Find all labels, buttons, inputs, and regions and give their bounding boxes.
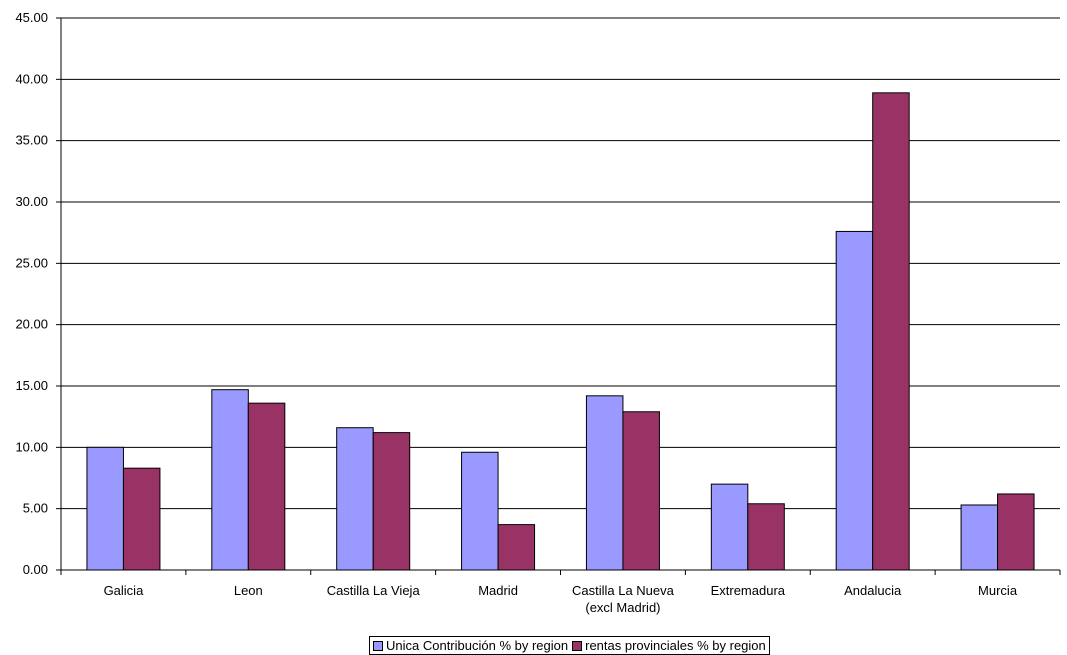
bar-unica-contribucion [835, 230, 874, 571]
bar-rentas-provinciales [122, 467, 161, 571]
bar-rentas-provinciales [372, 432, 411, 571]
bar-rentas-provinciales [622, 411, 660, 571]
bar-rentas-provinciales [997, 493, 1035, 571]
y-tick-label: 20.00 [15, 317, 48, 332]
legend-swatch [572, 640, 583, 651]
gridlines [61, 17, 1060, 510]
bar-rentas-provinciales [872, 92, 910, 571]
legend-item-rentas-provinciales: rentas provinciales % by region [572, 638, 766, 653]
legend-swatch [373, 640, 383, 651]
bar-unica-contribucion [585, 395, 624, 571]
y-tick-label: 30.00 [15, 194, 48, 209]
x-category-label: Madrid [478, 583, 518, 598]
bar-unica-contribucion [211, 389, 249, 571]
y-tick-label: 15.00 [15, 378, 48, 393]
legend-label: rentas provinciales % by region [585, 638, 766, 653]
x-category-label: Murcia [978, 583, 1018, 598]
axes [56, 17, 1061, 575]
bar-unica-contribucion [710, 483, 749, 571]
x-category-label: Extremadura [711, 583, 786, 598]
bar-unica-contribucion [960, 504, 999, 571]
y-tick-label: 35.00 [15, 133, 48, 148]
x-category-label: Andalucia [844, 583, 902, 598]
x-category-label: Galicia [104, 583, 145, 598]
y-tick-label: 45.00 [15, 10, 48, 25]
x-category-label: Castilla La Vieja [327, 583, 421, 598]
y-tick-label: 40.00 [15, 71, 48, 86]
legend-item-unica-contribucion: Unica Contribución % by region [373, 638, 568, 653]
y-tick-label: 25.00 [15, 255, 48, 270]
bars [86, 92, 1035, 571]
bar-rentas-provinciales [497, 524, 536, 571]
x-category-label: (excl Madrid) [585, 600, 660, 615]
x-category-label: Leon [234, 583, 263, 598]
x-category-label: Castilla La Nueva [572, 583, 675, 598]
y-tick-label: 10.00 [15, 439, 48, 454]
bar-rentas-provinciales [747, 503, 785, 571]
legend-label: Unica Contribución % by region [386, 638, 569, 653]
legend: Unica Contribución % by region rentas pr… [369, 636, 770, 655]
y-axis-tick-labels: 0.00 5.00 10.00 15.00 20.00 25.00 30.00 35.00 40… [15, 10, 48, 577]
bar-unica-contribucion [461, 451, 499, 571]
bar-unica-contribucion [86, 446, 124, 571]
x-axis-category-labels: Galicia Leon Castilla La Vieja Madrid Castil… [104, 583, 1018, 615]
bar-unica-contribucion [336, 427, 374, 571]
y-tick-label: 5.00 [23, 501, 48, 516]
y-tick-label: 0.00 [23, 562, 48, 577]
bar-rentas-provinciales [247, 402, 286, 571]
